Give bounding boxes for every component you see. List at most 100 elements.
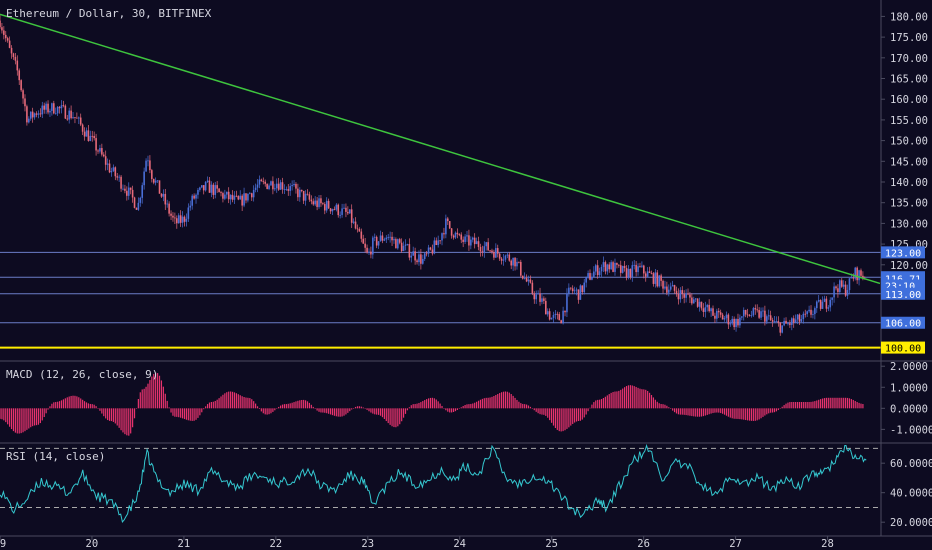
macd-bar[interactable] — [76, 396, 78, 409]
macd-bar[interactable] — [124, 408, 126, 435]
candle[interactable] — [729, 323, 732, 325]
candle[interactable] — [114, 167, 117, 177]
macd-bar[interactable] — [852, 399, 854, 409]
candle[interactable] — [723, 318, 726, 320]
candle[interactable] — [796, 314, 799, 320]
macd-bar[interactable] — [224, 393, 226, 409]
macd-bar[interactable] — [854, 400, 856, 409]
candle[interactable] — [491, 250, 493, 253]
macd-bar[interactable] — [833, 397, 835, 409]
macd-bar[interactable] — [364, 408, 366, 409]
candle[interactable] — [737, 318, 739, 326]
macd-bar[interactable] — [47, 408, 49, 410]
macd-bar[interactable] — [281, 404, 284, 409]
candle[interactable] — [568, 287, 570, 294]
candle[interactable] — [18, 70, 21, 81]
macd-bar[interactable] — [758, 408, 760, 420]
macd-bar[interactable] — [714, 408, 716, 413]
macd-bar[interactable] — [641, 389, 643, 409]
candle[interactable] — [825, 298, 828, 309]
candle[interactable] — [327, 200, 330, 209]
macd-bar[interactable] — [675, 408, 678, 414]
candle[interactable] — [395, 239, 397, 249]
macd-bar[interactable] — [130, 408, 132, 434]
macd-bar[interactable] — [274, 408, 276, 411]
macd-bar[interactable] — [91, 404, 93, 409]
candle[interactable] — [372, 237, 374, 255]
macd-bar[interactable] — [283, 404, 286, 409]
macd-bar[interactable] — [83, 401, 86, 409]
macd-bar[interactable] — [293, 402, 295, 409]
candle[interactable] — [792, 318, 795, 323]
candle[interactable] — [325, 200, 328, 211]
candle[interactable] — [49, 110, 51, 113]
macd-bar[interactable] — [549, 408, 551, 421]
candle[interactable] — [441, 233, 443, 241]
candle[interactable] — [70, 110, 72, 119]
candle[interactable] — [748, 315, 751, 317]
candle[interactable] — [172, 215, 174, 218]
macd-bar[interactable] — [287, 403, 289, 409]
candle[interactable] — [10, 47, 13, 54]
candle[interactable] — [623, 265, 626, 268]
macd-bar[interactable] — [189, 408, 191, 421]
candle[interactable] — [504, 255, 507, 260]
macd-bar[interactable] — [95, 406, 97, 409]
candle[interactable] — [206, 180, 209, 183]
candle[interactable] — [452, 235, 455, 238]
macd-bar[interactable] — [497, 393, 499, 409]
macd-bar[interactable] — [662, 404, 664, 409]
candle[interactable] — [425, 253, 428, 255]
candle[interactable] — [91, 135, 94, 137]
candle[interactable] — [202, 185, 205, 191]
macd-bar[interactable] — [222, 394, 224, 409]
candle[interactable] — [481, 251, 484, 253]
macd-bar[interactable] — [783, 405, 785, 409]
macd-bar[interactable] — [303, 399, 305, 409]
macd-bar[interactable] — [435, 399, 437, 409]
macd-bar[interactable] — [89, 403, 91, 409]
candle[interactable] — [176, 218, 178, 224]
macd-bar[interactable] — [795, 402, 797, 409]
macd-bar[interactable] — [700, 408, 703, 417]
macd-bar[interactable] — [464, 404, 466, 409]
macd-bar[interactable] — [93, 404, 95, 409]
macd-bar[interactable] — [329, 408, 332, 415]
macd-bar[interactable] — [145, 386, 147, 409]
candle[interactable] — [716, 310, 718, 319]
macd-bar[interactable] — [422, 401, 424, 409]
candle[interactable] — [533, 293, 536, 300]
candle[interactable] — [810, 309, 812, 315]
macd-bar[interactable] — [481, 398, 483, 409]
macd-bar[interactable] — [137, 398, 139, 409]
candle[interactable] — [506, 254, 509, 256]
macd-bar[interactable] — [299, 400, 301, 409]
macd-bar[interactable] — [9, 408, 11, 427]
candle[interactable] — [814, 308, 816, 315]
candle[interactable] — [450, 228, 453, 236]
candle[interactable] — [26, 106, 28, 123]
macd-bar[interactable] — [547, 408, 549, 418]
macd-bar[interactable] — [153, 373, 155, 409]
macd-bar[interactable] — [695, 408, 697, 417]
macd-bar[interactable] — [199, 408, 201, 416]
candle[interactable] — [518, 261, 520, 263]
candle[interactable] — [756, 309, 759, 311]
price-tag[interactable] — [881, 287, 925, 300]
macd-bar[interactable] — [823, 398, 826, 409]
candle[interactable] — [681, 290, 684, 295]
candle[interactable] — [625, 267, 628, 278]
macd-bar[interactable] — [187, 408, 189, 421]
macd-bar[interactable] — [306, 401, 309, 409]
candle[interactable] — [162, 193, 165, 197]
macd-bar[interactable] — [156, 373, 159, 409]
macd-bar[interactable] — [535, 408, 537, 412]
candle[interactable] — [400, 242, 403, 252]
candle[interactable] — [527, 279, 530, 282]
candle[interactable] — [291, 185, 293, 187]
macd-bar[interactable] — [625, 386, 628, 409]
candle[interactable] — [179, 215, 182, 223]
candle[interactable] — [629, 268, 632, 278]
candle[interactable] — [433, 240, 436, 254]
